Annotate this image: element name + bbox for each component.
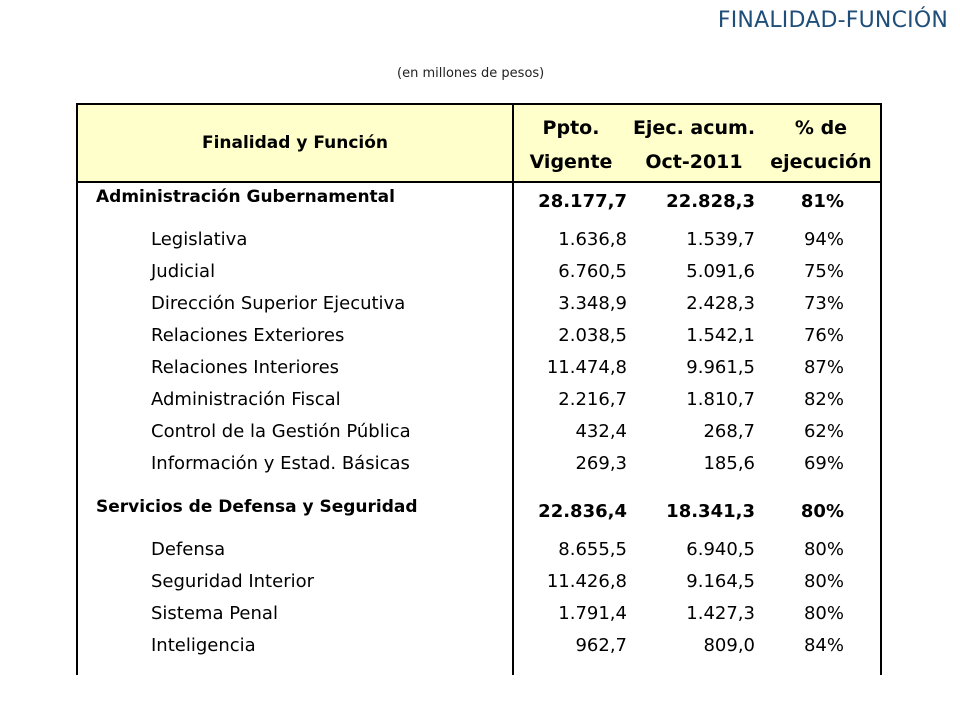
row-name: Administración Gubernamental: [96, 187, 395, 207]
table-row: Relaciones Interiores 11.474,8 9.961,5 87%: [76, 353, 882, 384]
row-budget: 8.655,5: [558, 539, 627, 560]
row-budget: 2.038,5: [558, 325, 627, 346]
row-budget: 962,7: [575, 635, 627, 656]
table-row: Judicial 6.760,5 5.091,6 75%: [76, 257, 882, 288]
row-percent: 80%: [803, 571, 844, 592]
row-name: Inteligencia: [151, 635, 256, 656]
row-name: Judicial: [151, 261, 216, 282]
row-name: Seguridad Interior: [151, 571, 315, 592]
table-row: Información y Estad. Básicas 269,3 185,6 69…: [76, 449, 882, 480]
header-percent-line1: % de: [794, 117, 848, 139]
row-budget: 269,3: [575, 453, 627, 474]
row-name: Dirección Superior Ejecutiva: [151, 293, 406, 314]
row-budget: 2.216,7: [558, 389, 627, 410]
row-budget: 11.474,8: [546, 357, 627, 378]
row-executed: 809,0: [703, 635, 755, 656]
row-percent: 81%: [800, 191, 844, 212]
table-row: Relaciones Exteriores 2.038,5 1.542,1 76%: [76, 321, 882, 352]
row-budget: 6.760,5: [558, 261, 627, 282]
header-executed: Ejec. acum. Oct-2011: [626, 111, 762, 179]
row-executed: 1.542,1: [686, 325, 755, 346]
row-executed: 9.164,5: [686, 571, 755, 592]
row-name: Sistema Penal: [151, 603, 278, 624]
row-budget: 1.636,8: [558, 229, 627, 250]
row-executed: 2.428,3: [686, 293, 755, 314]
table-row: Administración Fiscal 2.216,7 1.810,7 82%: [76, 385, 882, 416]
row-executed: 18.341,3: [666, 501, 755, 522]
row-name: Servicios de Defensa y Seguridad: [96, 497, 418, 517]
row-budget: 28.177,7: [538, 191, 627, 212]
table-row: Control de la Gestión Pública 432,4 268,7 6…: [76, 417, 882, 448]
row-budget: 22.836,4: [538, 501, 627, 522]
table-border-left: [76, 103, 78, 675]
row-executed: 1.427,3: [686, 603, 755, 624]
row-percent: 76%: [803, 325, 844, 346]
row-percent: 94%: [803, 229, 844, 250]
row-executed: 268,7: [703, 421, 755, 442]
row-budget: 1.791,4: [558, 603, 627, 624]
header-executed-line1: Ejec. acum.: [632, 117, 756, 139]
column-divider: [512, 103, 514, 675]
row-budget: 3.348,9: [558, 293, 627, 314]
table-row: Dirección Superior Ejecutiva 3.348,9 2.428…: [76, 289, 882, 320]
row-budget: 11.426,8: [546, 571, 627, 592]
row-executed: 5.091,6: [686, 261, 755, 282]
row-executed: 185,6: [703, 453, 755, 474]
row-percent: 80%: [800, 501, 844, 522]
page-title: FINALIDAD-FUNCIÓN: [717, 8, 948, 33]
table-row: Inteligencia 962,7 809,0 84%: [76, 631, 882, 662]
header-executed-line2: Oct-2011: [645, 151, 743, 173]
row-executed: 9.961,5: [686, 357, 755, 378]
units-subtitle: (en millones de pesos): [397, 66, 545, 81]
row-executed: 1.810,7: [686, 389, 755, 410]
row-budget: 432,4: [575, 421, 627, 442]
table-row: Sistema Penal 1.791,4 1.427,3 80%: [76, 599, 882, 630]
row-name: Control de la Gestión Pública: [151, 421, 411, 442]
row-executed: 6.940,5: [686, 539, 755, 560]
table-row: Legislativa 1.636,8 1.539,7 94%: [76, 225, 882, 256]
table-row: Seguridad Interior 11.426,8 9.164,5 80%: [76, 567, 882, 598]
header-budget-line1: Ppto.: [542, 117, 600, 139]
table-header: [76, 103, 882, 183]
row-percent: 82%: [803, 389, 844, 410]
table-group-row: Administración Gubernamental 28.177,7 22.8…: [76, 187, 882, 218]
row-percent: 84%: [803, 635, 844, 656]
budget-table: Finalidad y Función Ppto. Vigente Ejec. …: [76, 103, 882, 675]
row-executed: 22.828,3: [666, 191, 755, 212]
row-name: Información y Estad. Básicas: [151, 453, 410, 474]
header-budget: Ppto. Vigente: [516, 111, 626, 179]
row-executed: 1.539,7: [686, 229, 755, 250]
row-percent: 62%: [803, 421, 844, 442]
row-name: Defensa: [151, 539, 226, 560]
row-percent: 73%: [803, 293, 844, 314]
row-percent: 69%: [803, 453, 844, 474]
row-percent: 87%: [803, 357, 844, 378]
row-percent: 80%: [803, 539, 844, 560]
header-percent-line2: ejecución: [770, 151, 872, 173]
row-percent: 75%: [803, 261, 844, 282]
row-percent: 80%: [803, 603, 844, 624]
row-name: Administración Fiscal: [151, 389, 341, 410]
header-budget-line2: Vigente: [529, 151, 613, 173]
table-group-row: Servicios de Defensa y Seguridad 22.836,4…: [76, 497, 882, 528]
table-row: Defensa 8.655,5 6.940,5 80%: [76, 535, 882, 566]
row-name: Relaciones Interiores: [151, 357, 340, 378]
header-percent: % de ejecución: [762, 111, 880, 179]
table-border-right: [880, 103, 882, 675]
row-name: Relaciones Exteriores: [151, 325, 345, 346]
header-name: Finalidad y Función: [201, 133, 389, 153]
row-name: Legislativa: [151, 229, 248, 250]
